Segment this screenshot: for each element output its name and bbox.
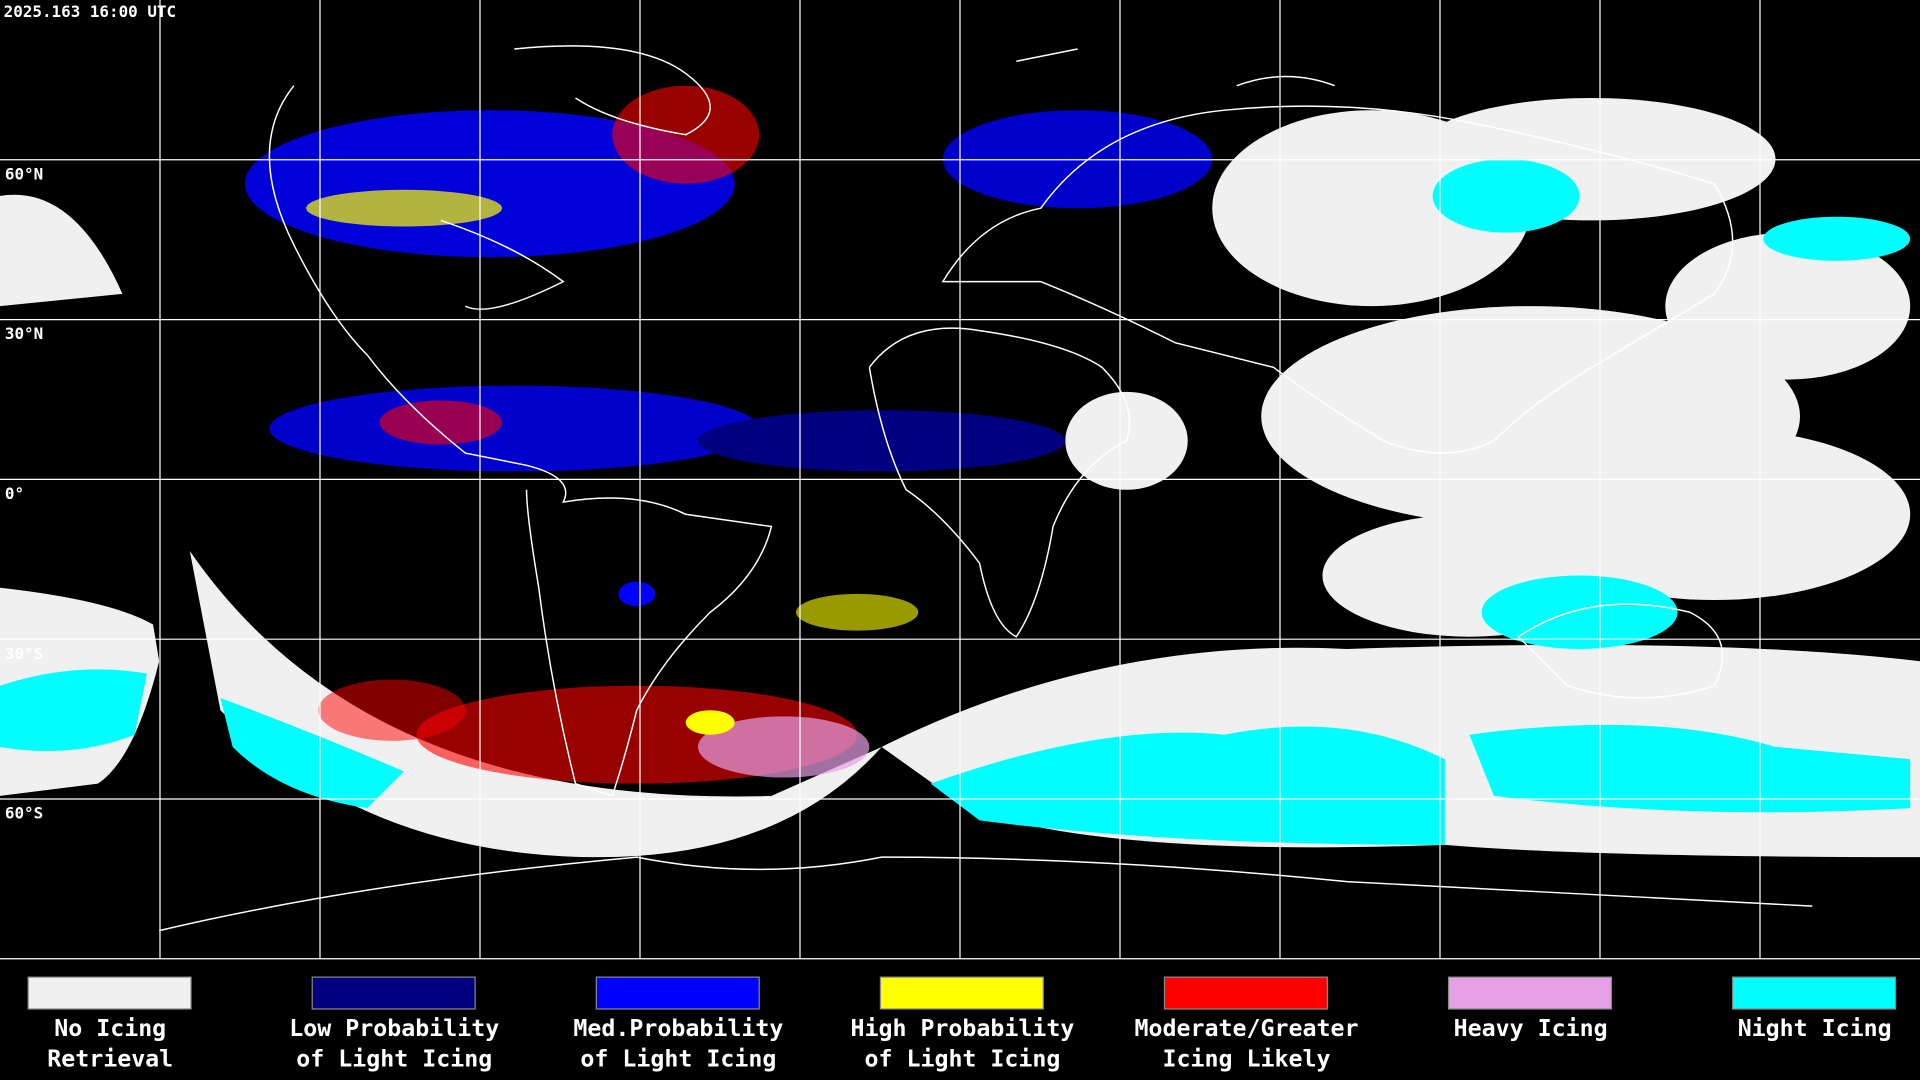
- graticule: [0, 0, 1920, 960]
- legend-label: Moderate/Greater: [1135, 1015, 1359, 1042]
- legend-label: Icing Likely: [1163, 1046, 1331, 1073]
- legend-swatch: [1732, 976, 1897, 1010]
- legend-swatch: [311, 976, 476, 1010]
- icing-probability-areas: [244, 85, 1213, 784]
- latitude-label: 30°S: [5, 644, 43, 663]
- legend-swatch: [1163, 976, 1328, 1010]
- legend-label: of Light Icing: [580, 1046, 776, 1073]
- legend-swatch: [27, 976, 192, 1010]
- legend-label: No Icing: [54, 1015, 166, 1042]
- legend-label: Low Probability: [289, 1015, 499, 1042]
- icing-map: [0, 0, 1920, 960]
- legend-label: High Probability: [850, 1015, 1074, 1042]
- latitude-label: 0°: [5, 484, 24, 503]
- coastlines: [159, 45, 1813, 932]
- legend-label: of Light Icing: [296, 1046, 492, 1073]
- legend-label: Med.Probability: [573, 1015, 783, 1042]
- latitude-label: 30°N: [5, 324, 43, 343]
- legend-label: Heavy Icing: [1454, 1015, 1608, 1042]
- legend-label: of Light Icing: [864, 1046, 1060, 1073]
- night-icing-areas: [0, 159, 1911, 845]
- latitude-label: 60°S: [5, 804, 43, 823]
- legend: No Icing Retrieval Low Probability of Light…: [27, 976, 1897, 1073]
- legend-swatch: [595, 976, 760, 1010]
- legend-label: Retrieval: [47, 1046, 173, 1073]
- timestamp: 2025.163 16:00 UTC: [4, 2, 176, 21]
- legend-swatch: [879, 976, 1044, 1010]
- legend-label: Night Icing: [1738, 1015, 1892, 1042]
- legend-swatch: [1447, 976, 1613, 1010]
- latitude-label: 60°N: [5, 164, 43, 183]
- latitude-labels: 60°N 30°N 0° 30°S 60°S: [5, 164, 43, 822]
